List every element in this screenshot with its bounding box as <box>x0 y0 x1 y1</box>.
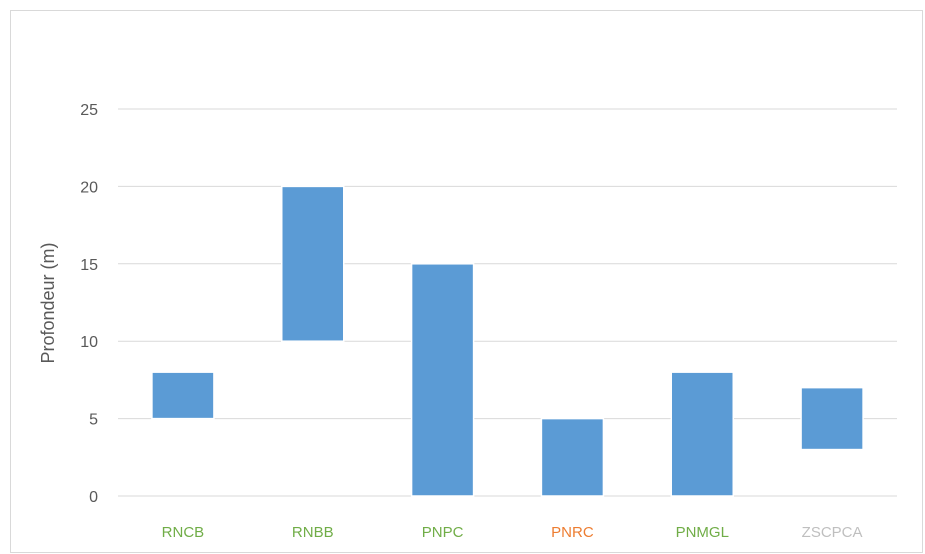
y-axis-label: Profondeur (m) <box>38 242 58 363</box>
bars <box>151 185 864 497</box>
y-tick-label: 0 <box>89 489 98 506</box>
y-tick-label: 15 <box>80 257 98 274</box>
category-label-pnmgl: PNMGL <box>676 524 729 541</box>
y-tick-label: 10 <box>80 334 98 351</box>
y-tick-label: 25 <box>80 102 98 119</box>
y-tick-label: 20 <box>80 179 98 196</box>
bar-zscpca <box>800 386 864 451</box>
bar-pnpc <box>410 263 475 497</box>
category-label-zscpca: ZSCPCA <box>802 524 863 541</box>
category-label-rncb: RNCB <box>162 524 205 541</box>
bar-pnrc <box>540 417 605 497</box>
gridlines <box>118 108 897 497</box>
bar-rnbb <box>281 185 345 342</box>
category-label-pnpc: PNPC <box>422 524 464 541</box>
y-tick-labels: 0 5 10 15 20 25 <box>80 102 98 506</box>
category-label-rnbb: RNBB <box>292 524 334 541</box>
y-tick-label: 5 <box>89 412 98 429</box>
category-labels: RNCB RNBB PNPC PNRC PNMGL ZSCPCA <box>162 524 863 541</box>
bar-rncb <box>151 371 215 420</box>
category-label-pnrc: PNRC <box>551 524 594 541</box>
bar-pnmgl <box>670 371 734 497</box>
